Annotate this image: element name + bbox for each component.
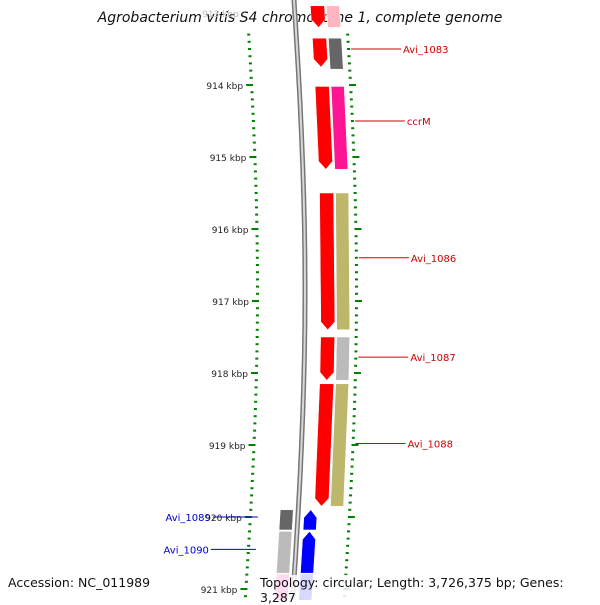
backbone-core (291, 0, 306, 600)
gene-arrow[interactable] (314, 86, 333, 170)
gene-feature-box[interactable] (330, 86, 349, 170)
backbone-group (290, 0, 308, 600)
gene-label[interactable]: Avi_1087 (410, 353, 455, 364)
gene-arrow[interactable] (300, 531, 316, 574)
gene-label[interactable]: Avi_1086 (411, 254, 456, 265)
labels-group[interactable]: Avi_1083 ccrM Avi_1086 Avi_1087 Avi_1088 Avi_… (164, 45, 457, 556)
map-title: Agrobacterium vitis S4 chromosome 1, com… (97, 10, 503, 26)
gene-feature-box[interactable] (326, 5, 342, 28)
gene-arrow[interactable] (314, 383, 334, 507)
gene-feature-box[interactable] (276, 531, 293, 574)
scale-label: 914 kbp (206, 82, 243, 92)
gene-feature-box[interactable] (335, 336, 350, 381)
scale-label: 918 kbp (211, 370, 248, 380)
scale-label: 919 kbp (209, 442, 246, 452)
accession-text: Accession: NC_011989 (8, 575, 151, 590)
gene-feature-box[interactable] (335, 192, 351, 331)
gene-label[interactable]: Avi_1088 (408, 440, 453, 451)
scale-label: 920 kbp (205, 514, 242, 524)
gene-label[interactable]: ccrM (407, 117, 431, 128)
scale-label: 915 kbp (210, 154, 247, 164)
scale-label: 916 kbp (212, 226, 249, 236)
gene-label[interactable]: Avi_1090 (164, 545, 209, 556)
gene-feature-box[interactable] (278, 509, 294, 531)
scale-label: 913 kbp (202, 10, 239, 20)
gene-feature-box[interactable] (328, 37, 344, 70)
gene-arrow[interactable] (319, 192, 336, 331)
topology-text: Topology: circular; Length: 3,726,375 bp… (260, 575, 600, 605)
gene-arrow[interactable] (310, 5, 326, 28)
features-group[interactable] (274, 5, 351, 600)
gene-label[interactable]: Avi_1089 (165, 513, 210, 524)
scale-label: 917 kbp (212, 298, 249, 308)
gene-feature-box[interactable] (330, 383, 349, 507)
gene-arrow[interactable] (312, 37, 328, 68)
gene-arrow[interactable] (319, 336, 335, 381)
gene-label[interactable]: Avi_1083 (403, 45, 448, 56)
scale-label: 921 kbp (201, 586, 238, 596)
gene-arrow[interactable] (302, 509, 318, 531)
